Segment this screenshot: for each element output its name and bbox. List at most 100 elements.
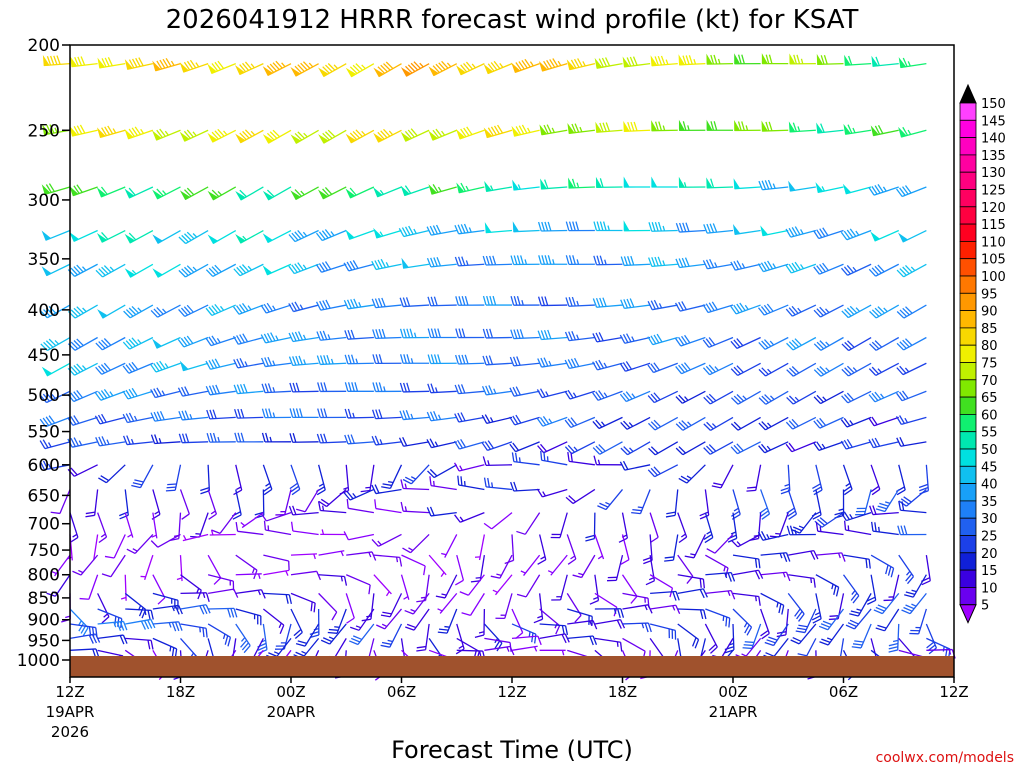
y-tick-label: 950	[28, 631, 60, 651]
wind-barb	[371, 435, 402, 446]
wind-barb	[316, 330, 347, 341]
wind-barb	[483, 512, 513, 530]
wind-barb	[597, 489, 624, 511]
y-tick-label: 300	[28, 191, 60, 211]
wind-barb	[152, 186, 181, 200]
wind-barb	[789, 53, 816, 65]
wind-barb	[123, 304, 154, 319]
wind-barb	[677, 554, 694, 584]
wind-barb	[426, 438, 457, 449]
wind-barb	[169, 512, 182, 542]
wind-barb	[734, 119, 761, 132]
wind-barb	[178, 263, 209, 278]
wind-barb	[150, 533, 181, 548]
wind-barb	[711, 464, 734, 489]
wind-barb	[124, 126, 154, 140]
wind-barb	[40, 336, 71, 352]
wind-barb	[483, 60, 513, 75]
wind-barb	[566, 593, 582, 623]
wind-barb	[855, 489, 872, 516]
wind-barb	[120, 574, 127, 601]
wind-barb	[898, 57, 927, 69]
wind-barb	[455, 354, 485, 365]
wind-barb	[261, 408, 292, 419]
wind-barb	[620, 298, 651, 310]
wind-barb	[620, 441, 651, 456]
wind-barb	[399, 410, 430, 421]
wind-barb	[95, 263, 126, 278]
wind-barb	[510, 481, 540, 492]
wind-barb	[125, 637, 154, 650]
wind-barb	[346, 551, 377, 561]
wind-barb	[730, 336, 761, 349]
wind-barb	[869, 336, 900, 351]
wind-barb	[263, 554, 290, 571]
wind-barb	[564, 357, 596, 370]
colorbar-swatch	[959, 569, 977, 588]
wind-barb	[240, 512, 264, 529]
wind-barb	[288, 505, 319, 516]
wind-barb	[97, 634, 128, 645]
wind-barb	[97, 304, 126, 319]
wind-barb	[730, 362, 761, 377]
colorbar-swatch	[959, 189, 977, 208]
wind-barb	[869, 505, 899, 516]
wind-barb	[564, 441, 596, 455]
wind-barb	[318, 550, 345, 557]
wind-barb	[484, 180, 513, 192]
wind-barb	[536, 416, 568, 427]
colorbar-label: 100	[981, 270, 1006, 285]
y-tick-label: 450	[28, 346, 60, 366]
wind-barb	[373, 554, 403, 567]
wind-barb	[345, 129, 375, 144]
wind-barb	[790, 623, 817, 645]
wind-barb	[567, 635, 598, 646]
wind-barb	[454, 412, 485, 423]
wind-barb	[896, 390, 927, 402]
wind-barb	[208, 607, 238, 618]
wind-barb	[815, 552, 846, 562]
wind-barb	[122, 387, 154, 400]
wind-barb	[481, 414, 513, 425]
wind-barb	[706, 53, 734, 65]
wind-barb	[290, 521, 319, 536]
wind-barb	[428, 60, 458, 77]
wind-barb	[402, 464, 430, 485]
wind-barb	[67, 263, 98, 277]
wind-barb	[730, 302, 761, 315]
wind-barb	[895, 415, 927, 425]
wind-barb	[402, 534, 430, 554]
wind-barb	[318, 488, 347, 508]
wind-barb	[760, 592, 785, 615]
y-tick-label: 600	[28, 456, 60, 476]
wind-barb	[898, 554, 915, 585]
wind-barb	[180, 623, 208, 638]
wind-barb	[607, 554, 624, 582]
wind-barb	[702, 258, 734, 270]
wind-barb	[484, 222, 513, 234]
wind-barb	[461, 593, 485, 617]
wind-barb	[46, 574, 71, 597]
wind-barb	[786, 390, 817, 405]
wind-barb	[124, 186, 154, 199]
wind-barb	[678, 176, 706, 188]
wind-barb	[69, 608, 89, 637]
wind-barb	[263, 569, 290, 576]
wind-barb	[509, 441, 540, 453]
wind-barb	[69, 184, 98, 197]
wind-barb	[845, 608, 872, 630]
wind-barb	[235, 589, 266, 599]
wind-barb	[840, 438, 872, 450]
colorbar-label: 15	[981, 564, 998, 579]
y-tick-label: 200	[28, 36, 60, 56]
wind-barb	[815, 574, 840, 597]
wind-barb	[235, 186, 264, 201]
wind-barb	[648, 256, 678, 267]
wind-barb	[373, 574, 392, 597]
colorbar-under-arrow	[959, 604, 977, 624]
colorbar-label: 60	[981, 408, 998, 423]
wind-barb	[594, 637, 623, 652]
wind-barb	[619, 460, 651, 471]
wind-barb	[650, 590, 680, 601]
wind-barb	[592, 297, 623, 308]
